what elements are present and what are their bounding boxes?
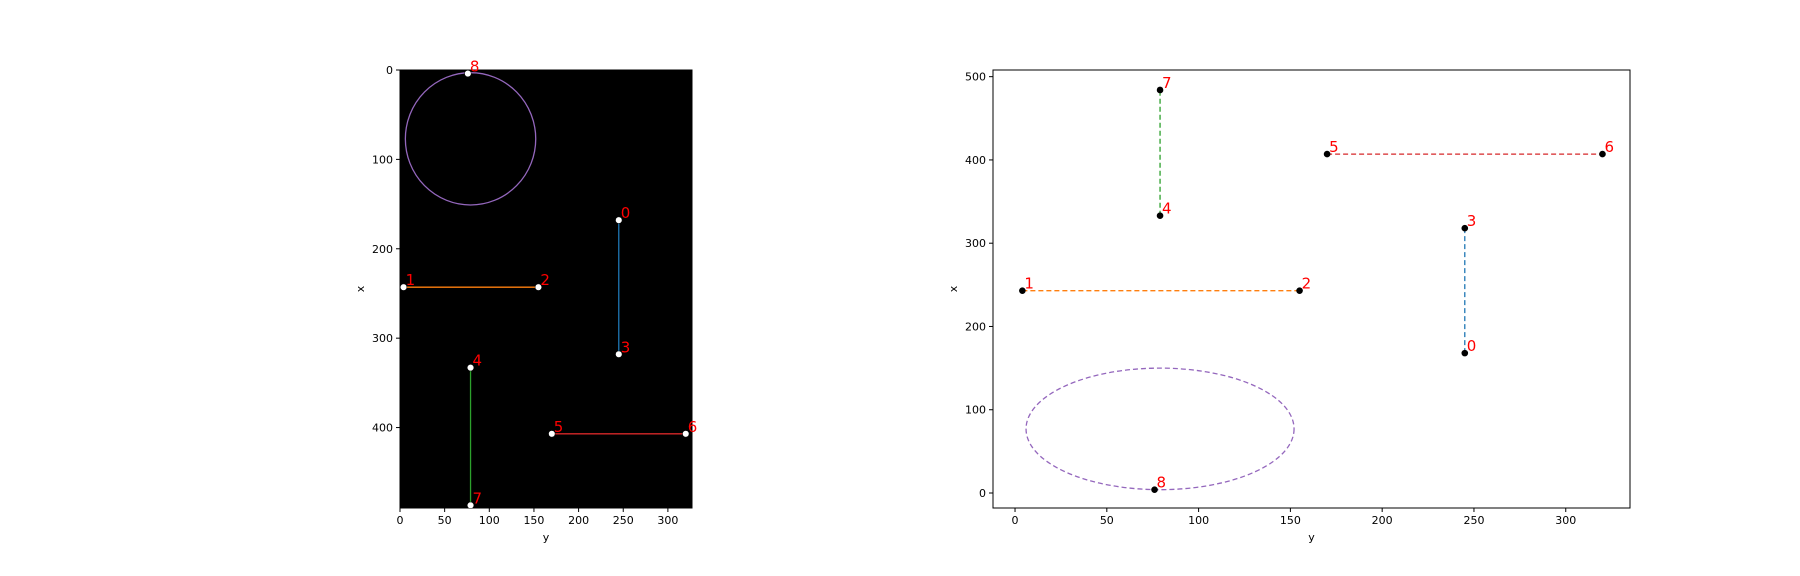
left-point-label-3: 3: [621, 338, 631, 356]
left-x-tick-label-0: 0: [397, 514, 404, 527]
right-y-tick-label-100: 100: [965, 404, 986, 417]
left-point-3: [615, 350, 623, 358]
right-point-7: [1156, 86, 1164, 94]
right-y-tick-label-400: 400: [965, 154, 986, 167]
left-point-7: [466, 501, 475, 509]
right-point-label-7: 7: [1162, 74, 1172, 92]
left-point-1: [400, 283, 408, 291]
left-point-label-5: 5: [554, 418, 564, 436]
left-y-tick-label-300: 300: [372, 332, 393, 345]
right-point-label-5: 5: [1329, 138, 1339, 156]
right-point-4: [1156, 212, 1164, 220]
right-point-3: [1461, 224, 1469, 232]
left-y-tick-label-200: 200: [372, 243, 393, 256]
left-plot-area: [399, 69, 693, 509]
right-circle-outline: [1025, 367, 1295, 491]
right-point-label-3: 3: [1467, 212, 1477, 230]
right-point-0: [1461, 349, 1469, 357]
left-point-label-8: 8: [470, 58, 480, 76]
right-point-label-8: 8: [1157, 474, 1167, 492]
right-point-label-2: 2: [1302, 275, 1312, 293]
right-point-2: [1296, 287, 1303, 294]
left-y-tick-label-400: 400: [372, 422, 393, 435]
left-point-label-0: 0: [621, 204, 631, 222]
left-point-5: [548, 430, 556, 438]
right-point-6: [1599, 150, 1606, 158]
left-point-label-2: 2: [540, 271, 550, 289]
right-x-tick-label-300: 300: [1555, 514, 1576, 527]
left-x-tick-label-150: 150: [523, 514, 544, 527]
right-point-label-4: 4: [1162, 200, 1172, 218]
left-point-label-6: 6: [688, 418, 698, 436]
right-y-axis-label: x: [947, 285, 960, 292]
right-point-5: [1323, 150, 1331, 158]
right-point-8: [1151, 486, 1158, 493]
left-x-tick-label-50: 50: [438, 514, 452, 527]
right-x-tick-label-150: 150: [1280, 514, 1301, 527]
right-point-label-0: 0: [1467, 337, 1477, 355]
left-x-axis-label: y: [543, 531, 550, 544]
right-x-tick-label-50: 50: [1100, 514, 1114, 527]
right-y-tick-label-0: 0: [979, 487, 986, 500]
left-y-axis-label: x: [354, 285, 367, 292]
left-image-panel: 0 50 100 150 200 250 300 0 100 200 300 400 y x 0 1 2 3 4 5 6…: [354, 58, 697, 544]
right-point-1: [1019, 287, 1026, 294]
right-y-tick-label-200: 200: [965, 320, 986, 333]
left-point-label-1: 1: [406, 271, 416, 289]
left-point-2: [534, 283, 542, 291]
left-point-label-4: 4: [473, 352, 483, 370]
right-x-axis-label: y: [1308, 531, 1315, 544]
left-point-6: [682, 430, 690, 438]
right-plot-area: [992, 69, 1631, 509]
left-point-0: [615, 216, 623, 224]
left-x-tick-label-100: 100: [479, 514, 500, 527]
right-x-tick-label-250: 250: [1463, 514, 1484, 527]
left-y-tick-label-0: 0: [386, 64, 393, 77]
left-point-label-7: 7: [473, 489, 483, 507]
right-point-label-1: 1: [1024, 275, 1034, 293]
left-point-4: [466, 364, 475, 372]
right-y-tick-label-500: 500: [965, 71, 986, 84]
left-x-tick-label-200: 200: [568, 514, 589, 527]
right-y-tick-label-300: 300: [965, 237, 986, 250]
left-y-tick-label-100: 100: [372, 153, 393, 166]
right-scatter-panel: 0 50 100 150 200 250 300 0 100 200 300 400 500 y x 0 1 2 3…: [947, 69, 1631, 544]
right-x-tick-label-200: 200: [1372, 514, 1393, 527]
left-x-tick-label-300: 300: [657, 514, 678, 527]
left-x-tick-label-250: 250: [613, 514, 634, 527]
left-point-8: [464, 70, 472, 78]
right-x-tick-label-0: 0: [1012, 514, 1019, 527]
right-x-tick-label-100: 100: [1188, 514, 1209, 527]
right-point-label-6: 6: [1604, 138, 1614, 156]
